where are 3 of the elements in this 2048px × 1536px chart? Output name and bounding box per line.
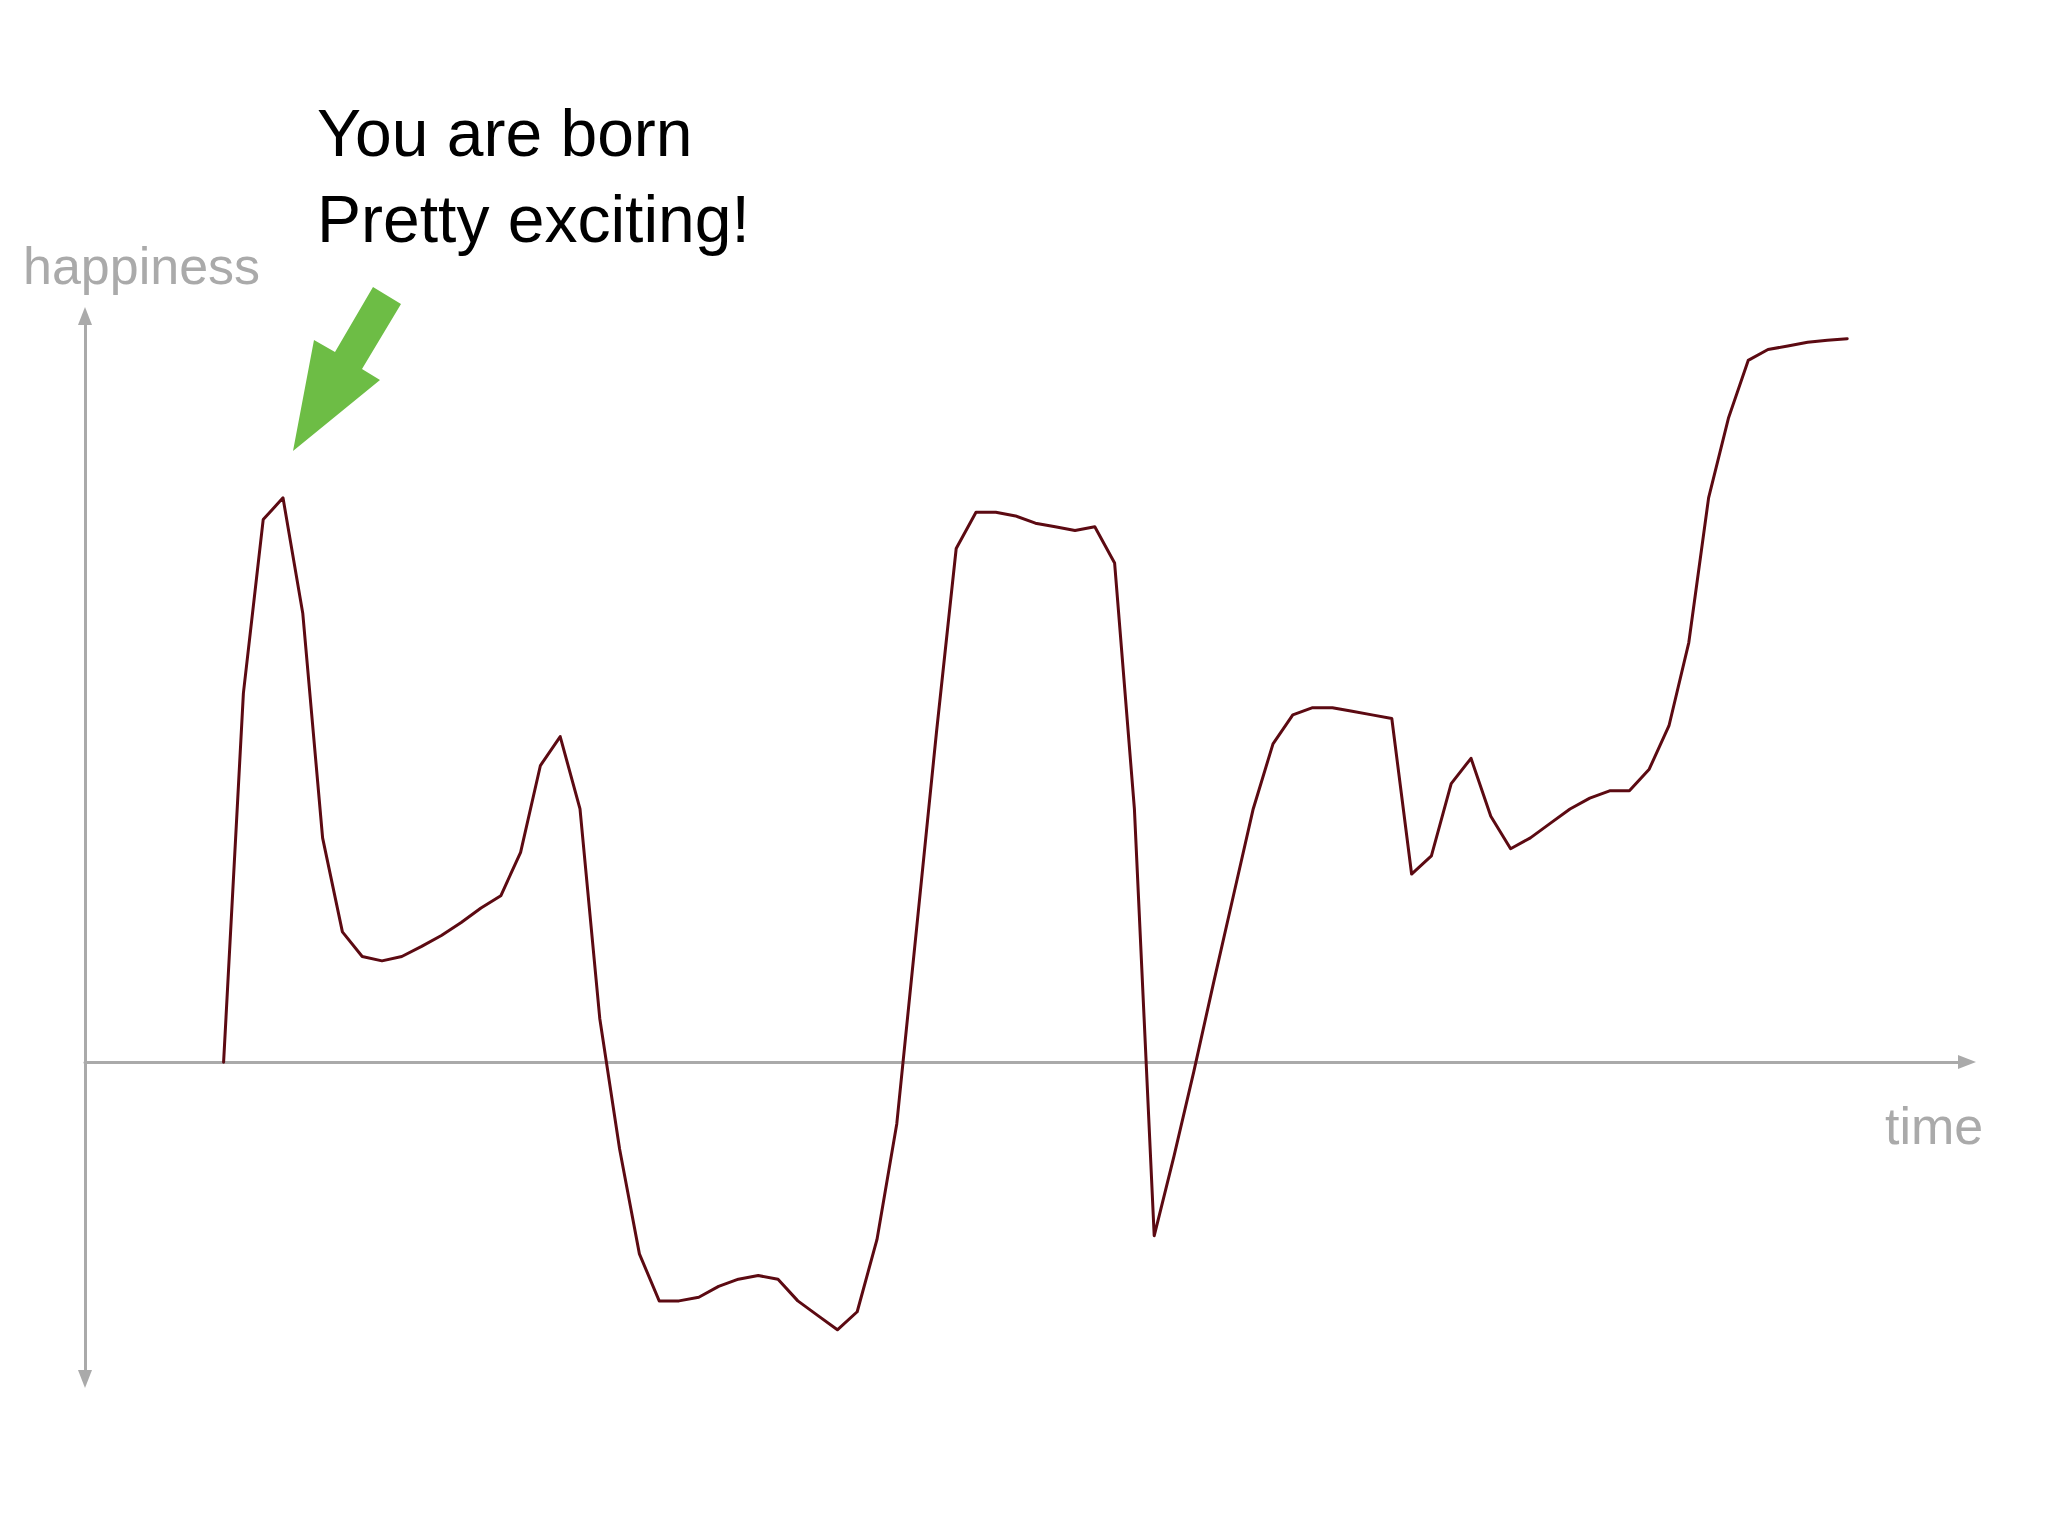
text: You are born Pretty exciting!	[317, 96, 750, 256]
x-axis-title: time	[1885, 1097, 1984, 1155]
y-axis-title: happiness	[23, 237, 261, 295]
